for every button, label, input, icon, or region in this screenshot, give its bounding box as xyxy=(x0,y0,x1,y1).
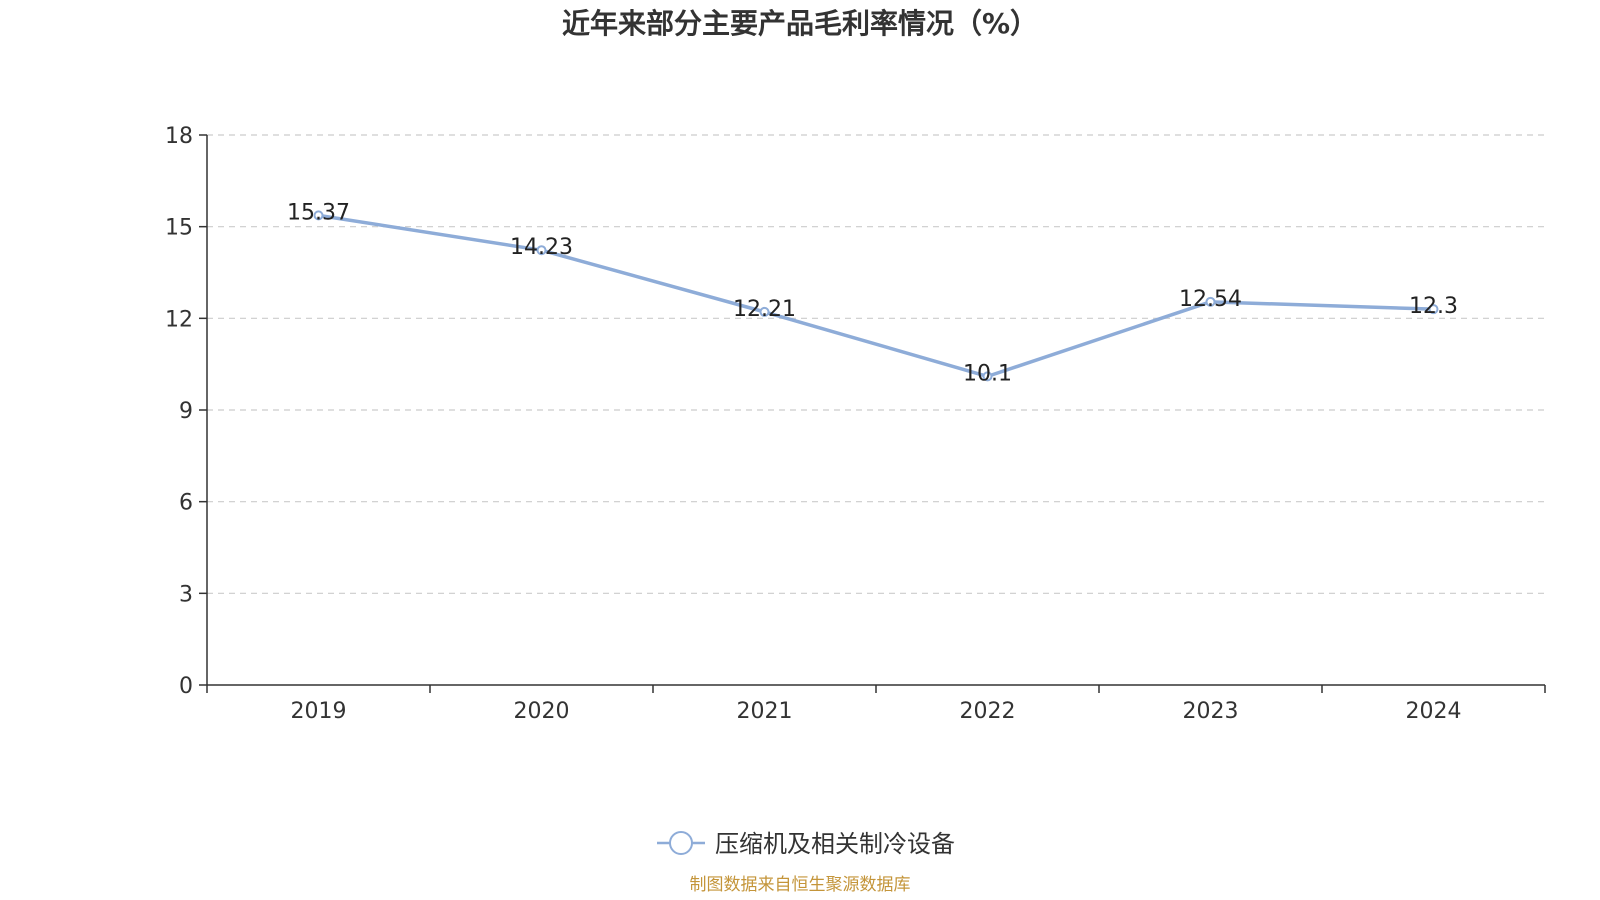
chart-title: 近年来部分主要产品毛利率情况（%） xyxy=(561,7,1039,40)
x-tick-label: 2020 xyxy=(514,699,570,724)
series-layer xyxy=(313,210,1439,382)
data-point[interactable] xyxy=(759,306,770,317)
data-point[interactable] xyxy=(1205,296,1216,307)
axes: 0 3 6 9 12 15 18 2019 2020 2021 2022 2023 2024 xyxy=(165,124,1546,724)
grid-lines xyxy=(207,134,1545,594)
x-tick-label: 2023 xyxy=(1183,699,1239,724)
series-line xyxy=(318,213,1434,379)
data-label: 14.23 xyxy=(510,235,573,260)
data-label: 12.54 xyxy=(1179,287,1242,312)
data-labels: 15.37 14.23 12.21 10.1 12.54 12.3 xyxy=(287,200,1458,386)
data-label: 12.21 xyxy=(733,297,796,322)
x-tick-label: 2021 xyxy=(737,699,793,724)
y-tick-label: 9 xyxy=(179,399,193,424)
data-point[interactable] xyxy=(982,371,993,382)
y-tick-label: 12 xyxy=(165,307,193,332)
legend-marker-icon xyxy=(669,831,693,855)
x-tick-label: 2022 xyxy=(960,699,1016,724)
y-tick-label: 0 xyxy=(179,674,193,699)
data-label: 10.1 xyxy=(963,361,1012,386)
source-note: 制图数据来自恒生聚源数据库 xyxy=(689,875,911,895)
y-tick-label: 18 xyxy=(165,124,193,149)
x-tick-label: 2019 xyxy=(291,699,347,724)
y-tick-label: 6 xyxy=(179,491,193,516)
y-tick-label: 3 xyxy=(179,582,193,607)
legend-label[interactable]: 压缩机及相关制冷设备 xyxy=(715,830,955,858)
y-tick-label: 15 xyxy=(165,216,193,241)
data-label: 12.3 xyxy=(1409,294,1458,319)
x-tick-label: 2024 xyxy=(1406,699,1462,724)
data-point[interactable] xyxy=(313,210,324,221)
data-point[interactable] xyxy=(536,245,547,256)
data-point[interactable] xyxy=(1428,304,1439,315)
legend[interactable]: 压缩机及相关制冷设备 xyxy=(657,830,955,858)
data-label: 15.37 xyxy=(287,200,350,225)
